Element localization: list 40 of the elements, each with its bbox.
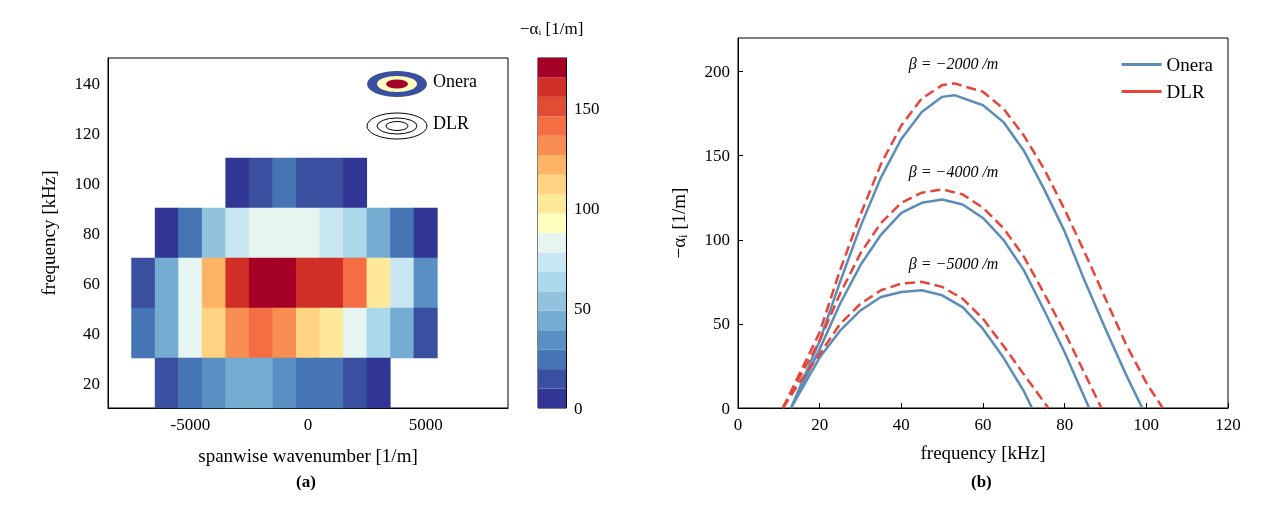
color-bar-title: −αᵢ [1/m] xyxy=(520,19,584,38)
y-tick-label: 40 xyxy=(83,323,100,343)
y-axis-title: −αᵢ [1/m] xyxy=(668,187,689,259)
annotation: Onera xyxy=(433,71,477,91)
x-tick-label: 20 xyxy=(811,415,829,434)
x-tick-label: 0 xyxy=(733,415,743,434)
legend-label: DLR xyxy=(1166,81,1205,102)
x-axis-title: frequency [kHz] xyxy=(920,442,1046,463)
color-bar-label: 50 xyxy=(574,298,591,318)
y-tick-label: 150 xyxy=(704,146,730,166)
x-tick-label: 60 xyxy=(974,415,992,434)
x-tick-label: 40 xyxy=(892,415,910,434)
color-bar-label: 150 xyxy=(574,98,600,118)
annotation: β = −4000 /m xyxy=(907,162,999,181)
annotation: β = −5000 /m xyxy=(907,255,999,274)
y-tick-label: 140 xyxy=(74,73,100,93)
y-tick-label: 80 xyxy=(83,223,100,243)
y-tick-label: 0 xyxy=(721,398,730,418)
x-tick-label: 5000 xyxy=(408,415,443,434)
y-tick-label: 200 xyxy=(704,62,730,82)
x-tick-label: 80 xyxy=(1056,415,1074,434)
y-tick-label: 120 xyxy=(74,123,100,143)
text: (b) xyxy=(971,472,992,491)
x-tick-label: 100 xyxy=(1133,415,1160,434)
y-tick-label: 20 xyxy=(83,373,100,393)
y-tick-label: 100 xyxy=(74,173,100,193)
y-axis-title: frequency [kHz] xyxy=(38,170,59,296)
color-bar-label: 0 xyxy=(574,398,583,418)
y-tick-label: 50 xyxy=(713,314,730,334)
legend-label: Onera xyxy=(1166,54,1214,75)
annotation: DLR xyxy=(433,113,469,133)
y-tick-label: 100 xyxy=(704,230,730,250)
y-tick-label: 60 xyxy=(83,273,100,293)
x-tick-label: 0 xyxy=(303,415,313,434)
x-axis-title: spanwise wavenumber [1/m] xyxy=(198,445,418,466)
text: (a) xyxy=(296,472,316,491)
x-tick-label: -5000 xyxy=(170,415,211,434)
color-bar-label: 100 xyxy=(574,198,600,218)
annotation: β = −2000 /m xyxy=(907,55,999,74)
x-tick-label: 120 xyxy=(1215,415,1241,434)
